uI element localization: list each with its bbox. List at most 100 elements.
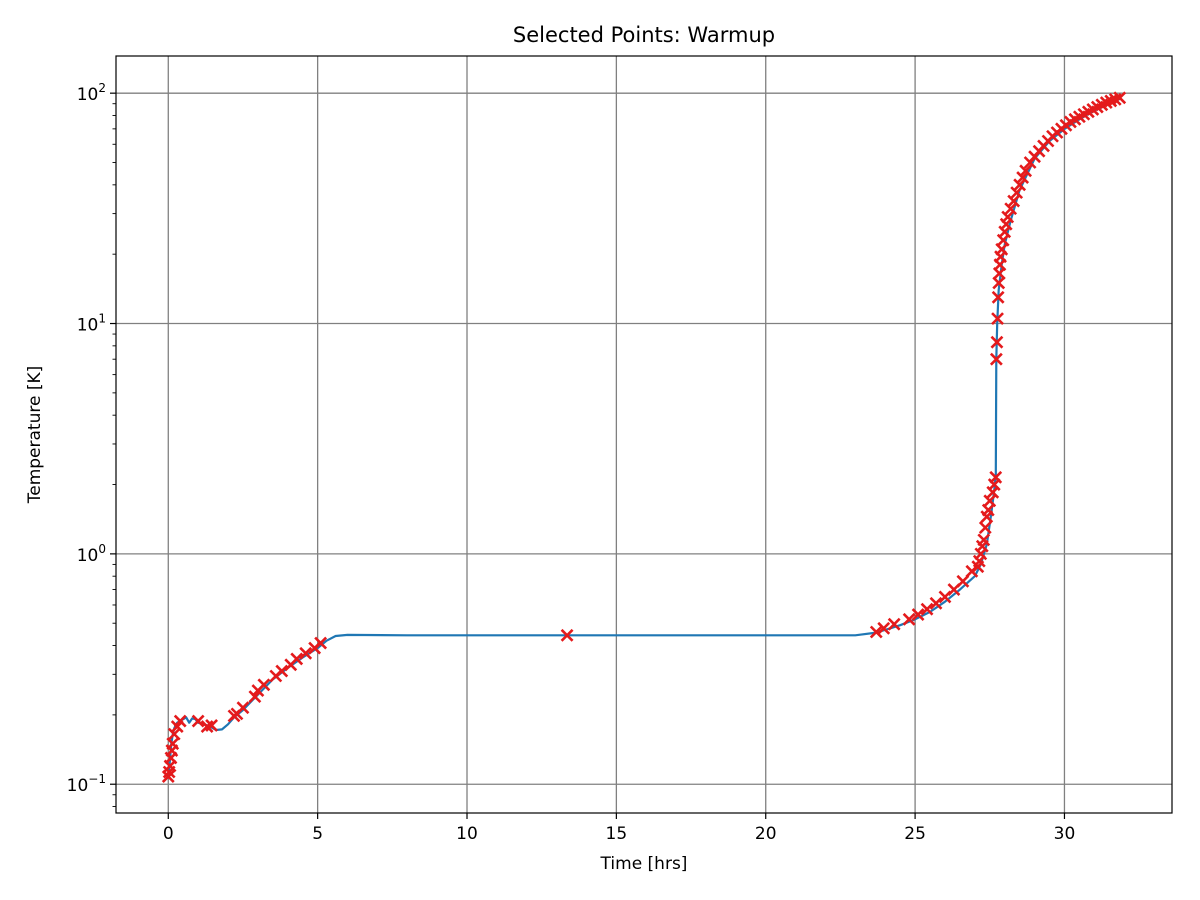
x-axis-ticks: 0 5 10 15 20 25 30 bbox=[163, 813, 1075, 844]
marker-stroke bbox=[986, 485, 1000, 499]
marker-stroke bbox=[998, 225, 1012, 239]
marker-stroke bbox=[161, 770, 175, 783]
marker-stroke bbox=[991, 290, 1005, 304]
selected-point-marker bbox=[161, 770, 175, 783]
selected-point-marker bbox=[299, 646, 313, 660]
x-tick-label: 0 bbox=[163, 824, 174, 844]
marker-stroke bbox=[929, 596, 943, 610]
selected-point-marker bbox=[275, 664, 289, 678]
marker-stroke bbox=[1113, 91, 1127, 105]
x-tick-label: 30 bbox=[1054, 824, 1076, 844]
selected-point-marker bbox=[314, 636, 328, 650]
selected-point-marker bbox=[887, 617, 901, 631]
y-tick-label: 101 bbox=[77, 312, 106, 336]
y-tick-label: 100 bbox=[77, 542, 106, 566]
marker-stroke bbox=[257, 678, 271, 692]
marker-stroke bbox=[275, 664, 289, 678]
marker-stroke bbox=[956, 574, 970, 588]
selected-point-marker bbox=[1001, 210, 1015, 224]
x-tick-label: 25 bbox=[904, 824, 926, 844]
marker-stroke bbox=[869, 625, 883, 639]
selected-point-marker bbox=[977, 533, 991, 547]
selected-point-marker bbox=[166, 737, 180, 751]
x-tick-label: 5 bbox=[312, 824, 323, 844]
marker-stroke bbox=[191, 714, 205, 728]
plot-area bbox=[116, 56, 1172, 813]
marker-stroke bbox=[990, 335, 1004, 349]
selected-point-marker bbox=[1010, 186, 1024, 200]
marker-stroke bbox=[299, 646, 313, 660]
selected-point-marker bbox=[956, 574, 970, 588]
y-tick-exponent: 0 bbox=[98, 542, 106, 556]
selected-point-marker bbox=[989, 470, 1003, 484]
marker-stroke bbox=[173, 714, 187, 728]
y-tick-exponent: 1 bbox=[98, 312, 106, 326]
selected-point-marker bbox=[869, 625, 883, 639]
selected-point-marker bbox=[1113, 91, 1127, 105]
marker-stroke bbox=[983, 494, 997, 508]
marker-stroke bbox=[902, 612, 916, 626]
marker-stroke bbox=[167, 727, 181, 741]
selected-point-marker bbox=[929, 596, 943, 610]
y-tick-exponent: −1 bbox=[88, 772, 106, 786]
selected-point-marker bbox=[911, 608, 925, 622]
selected-point-marker bbox=[191, 714, 205, 728]
chart-title: Selected Points: Warmup bbox=[513, 23, 775, 47]
y-tick-base: 10 bbox=[77, 546, 99, 566]
selected-point-marker bbox=[1019, 164, 1033, 178]
y-tick-exponent: 2 bbox=[98, 81, 106, 95]
selected-point-marker bbox=[983, 494, 997, 508]
marker-stroke bbox=[996, 233, 1010, 247]
marker-stroke bbox=[978, 521, 992, 535]
selected-point-marker bbox=[1016, 171, 1030, 185]
selected-point-marker bbox=[257, 678, 271, 692]
marker-stroke bbox=[995, 242, 1009, 256]
selected-point-marker bbox=[989, 352, 1003, 366]
marker-stroke bbox=[1001, 210, 1015, 224]
marker-stroke bbox=[314, 636, 328, 650]
marker-stroke bbox=[205, 718, 219, 732]
marker-stroke bbox=[920, 602, 934, 616]
marker-stroke bbox=[290, 652, 304, 666]
marker-stroke bbox=[236, 701, 250, 715]
selected-point-marker bbox=[991, 290, 1005, 304]
marker-stroke bbox=[974, 547, 988, 561]
marker-stroke bbox=[887, 617, 901, 631]
y-tick-label: 10−1 bbox=[67, 772, 106, 796]
selected-point-marker bbox=[290, 652, 304, 666]
marker-stroke bbox=[989, 470, 1003, 484]
marker-stroke bbox=[1013, 178, 1027, 192]
selected-point-marker bbox=[991, 312, 1004, 326]
marker-stroke bbox=[1004, 202, 1018, 216]
marker-stroke bbox=[1007, 194, 1021, 208]
marker-stroke bbox=[911, 608, 925, 622]
y-tick-base: 10 bbox=[77, 316, 99, 336]
selected-point-marker bbox=[236, 701, 250, 715]
selected-point-marker bbox=[173, 714, 187, 728]
series-layer bbox=[161, 91, 1127, 783]
selected-point-marker bbox=[978, 521, 992, 535]
selected-point-marker bbox=[560, 628, 574, 642]
marker-stroke bbox=[1016, 171, 1030, 185]
marker-stroke bbox=[560, 628, 574, 642]
marker-stroke bbox=[981, 503, 995, 517]
marker-stroke bbox=[989, 352, 1003, 366]
selected-point-marker bbox=[167, 727, 181, 741]
selected-point-marker bbox=[990, 335, 1004, 349]
selected-point-marker bbox=[1013, 178, 1027, 192]
selected-point-marker bbox=[877, 621, 891, 635]
selected-point-marker bbox=[920, 602, 934, 616]
marker-stroke bbox=[991, 312, 1004, 326]
selected-point-marker bbox=[205, 718, 219, 732]
x-axis-label: Time [hrs] bbox=[600, 854, 688, 874]
y-tick-base: 10 bbox=[67, 776, 89, 796]
marker-stroke bbox=[992, 276, 1006, 290]
marker-stroke bbox=[977, 533, 991, 547]
marker-stroke bbox=[1019, 164, 1033, 178]
marker-stroke bbox=[877, 621, 891, 635]
selected-point-marker bbox=[902, 612, 916, 626]
selected-point-marker bbox=[1007, 194, 1021, 208]
